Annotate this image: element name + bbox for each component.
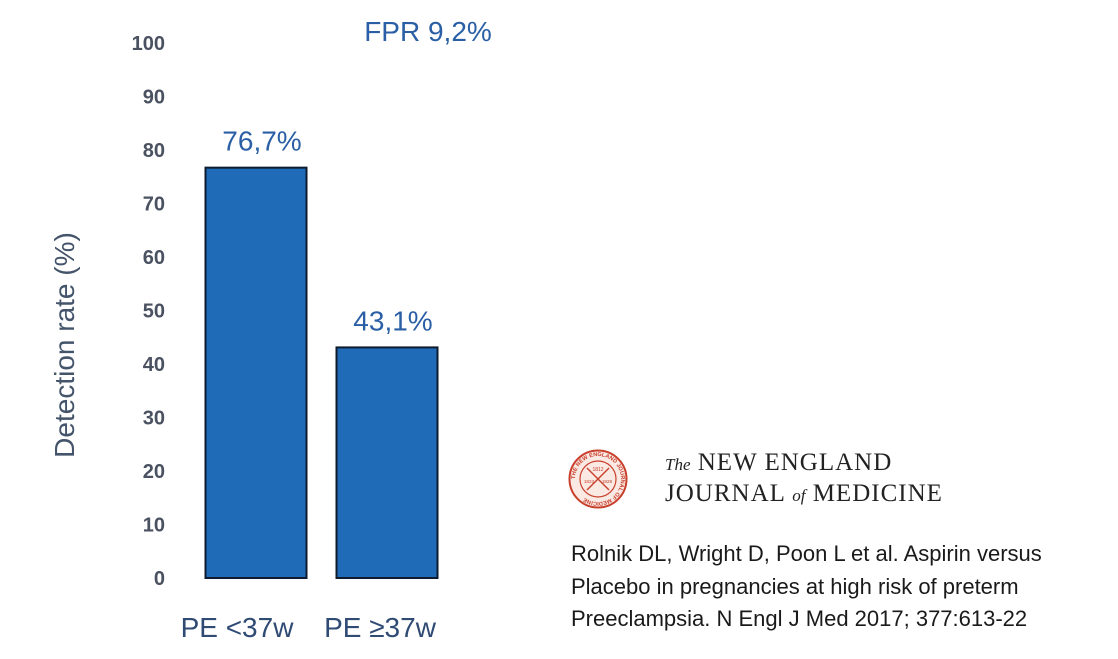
bar-chart: 0 10 20 30 40 50 60 70 80 90 100 76,7% 43,1% PE <37…	[49, 16, 492, 643]
x-category-label: PE <37w	[181, 612, 295, 643]
y-tick-label: 70	[143, 194, 165, 216]
journal-title-line2: JOURNAL of MEDICINE	[665, 480, 943, 508]
data-labels: 76,7% 43,1%	[222, 126, 432, 337]
x-category-label: PE ≥37w	[324, 612, 437, 643]
y-tick-label: 60	[143, 247, 165, 269]
citation-line-3: Preeclampsia. N Engl J Med 2017; 377:613…	[571, 606, 1028, 631]
y-tick-label: 40	[143, 354, 165, 376]
bar-data-label: 43,1%	[353, 305, 432, 336]
citation-line-1: Rolnik DL, Wright D, Poon L et al. Aspir…	[571, 541, 1042, 566]
bar	[335, 346, 439, 580]
seal-year-left: 1823	[584, 479, 595, 484]
y-axis-label: Detection rate (%)	[49, 232, 80, 458]
journal-medicine: MEDICINE	[812, 480, 943, 507]
bar	[204, 166, 308, 579]
y-tick-label: 100	[132, 33, 165, 55]
journal-new-england: NEW ENGLAND	[697, 449, 893, 476]
bar-data-label: 76,7%	[222, 126, 301, 157]
y-tick-label: 30	[143, 408, 165, 430]
y-tick-label: 20	[143, 461, 165, 483]
y-tick-label: 0	[154, 568, 165, 590]
bars	[204, 166, 439, 580]
seal-year-top: 1812	[592, 467, 603, 473]
journal-journal: JOURNAL	[665, 480, 785, 507]
seal-year-right: 1828	[602, 479, 613, 484]
y-tick-label: 90	[143, 87, 165, 109]
journal-of: of	[792, 486, 806, 505]
journal-title-line1: The NEW ENGLAND	[665, 449, 892, 477]
citation-line-2: Placebo in pregnancies at high risk of p…	[571, 574, 1019, 599]
y-tick-label: 10	[143, 515, 165, 537]
y-tick-label: 50	[143, 301, 165, 323]
journal-the: The	[665, 455, 691, 474]
fpr-annotation: FPR 9,2%	[364, 16, 492, 47]
nejm-seal-logo: THE NEW ENGLAND JOURNAL OF MEDICINE 1812…	[568, 449, 628, 509]
x-axis-categories: PE <37w PE ≥37w	[181, 612, 437, 643]
y-axis-ticks: 0 10 20 30 40 50 60 70 80 90 100	[132, 33, 165, 590]
y-tick-label: 80	[143, 140, 165, 162]
